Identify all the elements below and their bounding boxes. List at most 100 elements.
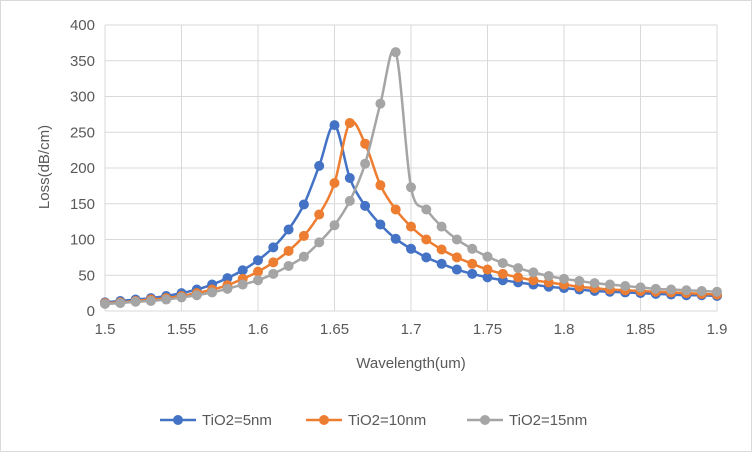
data-point	[681, 285, 692, 296]
data-point	[451, 234, 462, 245]
data-point	[559, 273, 569, 284]
data-point	[390, 233, 401, 244]
data-point	[130, 296, 141, 307]
data-point	[283, 224, 294, 235]
y-tick-label: 300	[70, 89, 95, 106]
legend-label: TiO2=15nm	[509, 412, 587, 429]
data-point	[253, 255, 263, 266]
data-point	[375, 180, 386, 191]
data-point	[375, 98, 386, 109]
data-point	[467, 258, 478, 269]
legend-marker	[319, 415, 329, 425]
data-point	[314, 160, 325, 171]
x-axis-tick-labels: 1.5 1.55 1.6 1.65 1.7 1.75 1.8 1.85 1.9	[95, 321, 728, 338]
data-point	[253, 266, 263, 277]
data-point	[253, 275, 263, 286]
legend-item: TiO2=5nm	[160, 412, 272, 429]
series-3	[100, 47, 722, 309]
data-point	[268, 257, 279, 268]
data-point	[298, 199, 309, 210]
data-point	[237, 265, 248, 276]
data-point	[283, 245, 294, 256]
y-tick-label: 0	[87, 303, 95, 320]
data-point	[528, 267, 539, 278]
data-point	[344, 173, 355, 184]
data-point	[268, 242, 279, 253]
data-point	[436, 244, 447, 255]
data-point	[436, 221, 447, 232]
y-tick-label: 400	[70, 17, 95, 34]
data-point	[436, 258, 447, 269]
x-tick-label: 1.65	[320, 321, 349, 338]
legend-label: TiO2=10nm	[348, 412, 426, 429]
series-group	[100, 47, 722, 309]
data-point	[467, 243, 478, 254]
data-point	[390, 204, 401, 215]
data-point	[360, 200, 371, 211]
data-point	[482, 251, 493, 262]
data-point	[666, 284, 677, 295]
data-point	[406, 221, 416, 232]
x-tick-label: 1.7	[401, 321, 422, 338]
x-tick-label: 1.8	[554, 321, 575, 338]
data-point	[589, 278, 600, 289]
data-point	[421, 252, 432, 263]
x-tick-label: 1.9	[707, 321, 728, 338]
data-point	[222, 283, 233, 294]
legend-item: TiO2=15nm	[467, 412, 587, 429]
x-tick-label: 1.55	[167, 321, 196, 338]
data-point	[421, 204, 432, 215]
legend-marker	[173, 415, 183, 425]
data-point	[298, 251, 309, 262]
data-point	[482, 272, 493, 283]
y-tick-label: 200	[70, 160, 95, 177]
data-point	[222, 273, 233, 284]
x-tick-label: 1.6	[248, 321, 269, 338]
data-point	[314, 237, 325, 248]
data-point	[467, 268, 478, 279]
y-tick-label: 50	[78, 267, 95, 284]
x-tick-label: 1.5	[95, 321, 116, 338]
data-point	[406, 243, 416, 254]
data-point	[375, 219, 386, 230]
data-point	[283, 260, 294, 271]
data-point	[344, 195, 355, 206]
data-point	[712, 286, 722, 297]
data-point	[543, 270, 554, 281]
data-point	[696, 285, 707, 296]
y-tick-label: 150	[70, 196, 95, 213]
data-point	[207, 287, 218, 298]
data-point	[650, 283, 661, 294]
y-axis-title: Loss(dB/cm)	[36, 125, 53, 209]
legend: TiO2=5nm TiO2=10nm TiO2=15nm	[160, 412, 587, 429]
data-point	[390, 47, 401, 58]
data-point	[314, 209, 325, 220]
data-point	[451, 252, 462, 263]
data-point	[497, 258, 508, 269]
data-point	[513, 272, 524, 283]
grid	[104, 24, 718, 312]
data-point	[360, 138, 371, 149]
data-point	[237, 279, 248, 290]
legend-item: TiO2=10nm	[306, 412, 426, 429]
x-axis-title: Wavelength(um)	[356, 355, 465, 372]
data-point	[528, 275, 539, 286]
data-point	[604, 279, 615, 290]
data-point	[513, 263, 524, 274]
data-point	[360, 158, 371, 169]
data-point	[497, 268, 508, 279]
x-tick-label: 1.75	[473, 321, 502, 338]
data-point	[635, 282, 646, 293]
data-point	[574, 275, 585, 286]
y-tick-label: 100	[70, 232, 95, 249]
data-point	[145, 295, 156, 306]
data-point	[268, 268, 279, 279]
data-point	[406, 182, 416, 193]
data-point	[100, 298, 110, 309]
data-point	[482, 264, 493, 275]
y-tick-label: 250	[70, 124, 95, 141]
data-point	[115, 298, 126, 309]
data-point	[421, 234, 432, 245]
